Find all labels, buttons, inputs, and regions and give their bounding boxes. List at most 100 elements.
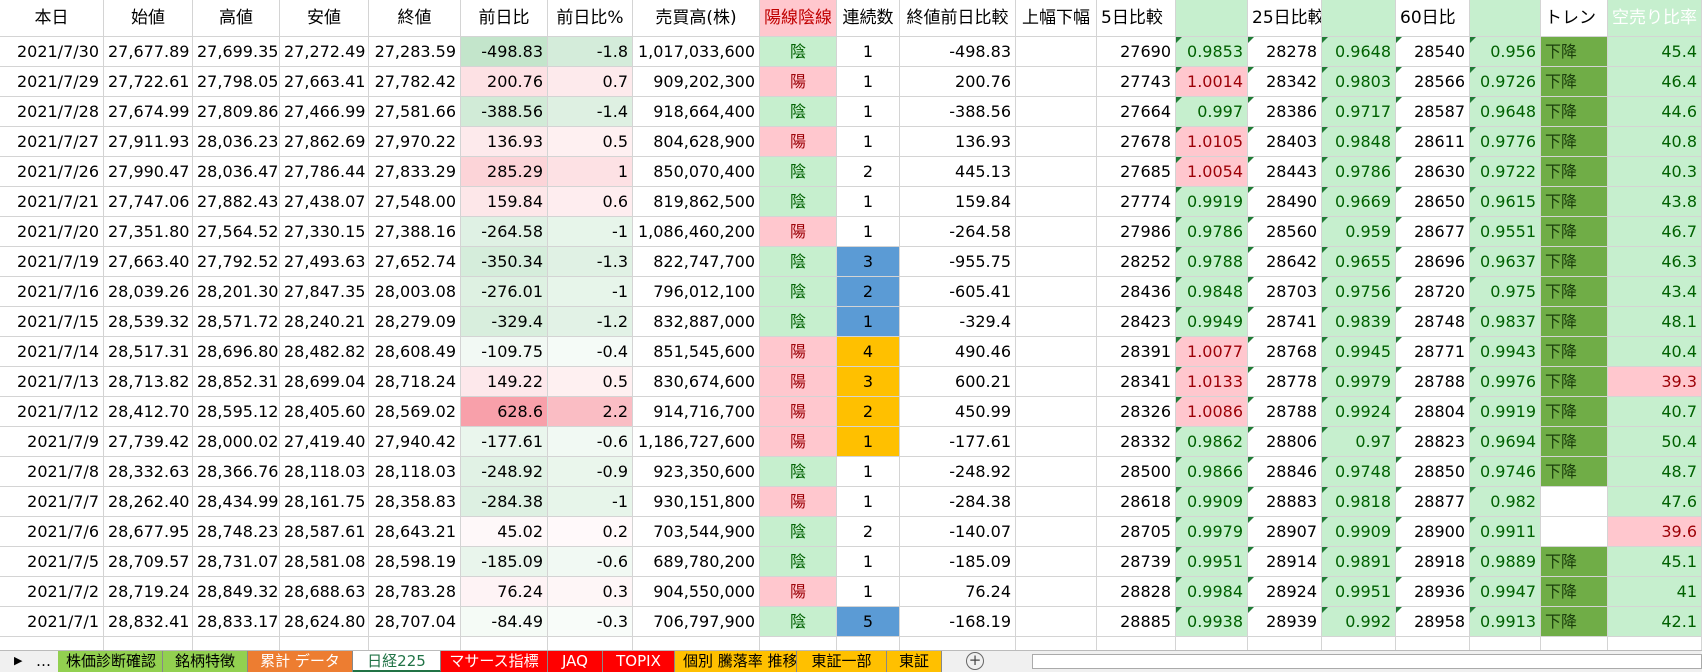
cell[interactable]: 822,747,700 [633, 247, 760, 277]
cell[interactable] [1176, 637, 1248, 650]
cell[interactable]: 136.93 [461, 127, 548, 157]
cell[interactable]: 2021/7/21 [0, 187, 104, 217]
column-header[interactable] [1176, 0, 1248, 37]
cell[interactable] [1608, 637, 1702, 650]
cell[interactable]: 28252 [1097, 247, 1176, 277]
cell[interactable]: 28403 [1248, 127, 1322, 157]
cell[interactable]: 2 [837, 517, 900, 547]
cell[interactable]: 陽 [760, 397, 837, 427]
cell[interactable]: 28,569.02 [369, 397, 461, 427]
cell[interactable] [193, 637, 280, 650]
cell[interactable]: 28,240.21 [280, 307, 369, 337]
cell[interactable]: 1.0054 [1176, 157, 1248, 187]
cell[interactable]: 2021/7/7 [0, 487, 104, 517]
cell[interactable]: 28332 [1097, 427, 1176, 457]
cell[interactable]: 0.9979 [1176, 517, 1248, 547]
cell[interactable]: 918,664,400 [633, 97, 760, 127]
cell[interactable]: 0.9694 [1470, 427, 1541, 457]
cell[interactable]: -140.07 [900, 517, 1016, 547]
cell[interactable]: 44.6 [1608, 97, 1702, 127]
cell[interactable] [104, 637, 193, 650]
cell[interactable]: 28,003.08 [369, 277, 461, 307]
cell[interactable]: 28,571.72 [193, 307, 280, 337]
cell[interactable]: -168.19 [900, 607, 1016, 637]
cell[interactable]: 28,699.04 [280, 367, 369, 397]
cell[interactable]: 下降 [1541, 37, 1608, 67]
cell[interactable]: 下降 [1541, 127, 1608, 157]
cell[interactable]: -185.09 [461, 547, 548, 577]
cell[interactable]: 0.9615 [1470, 187, 1541, 217]
cell[interactable]: 陰 [760, 247, 837, 277]
add-sheet-button[interactable]: + [966, 652, 984, 670]
cell[interactable]: 陽 [760, 337, 837, 367]
cell[interactable]: 28,118.03 [280, 457, 369, 487]
cell[interactable]: 陽 [760, 487, 837, 517]
cell[interactable]: 0.9726 [1470, 67, 1541, 97]
cell[interactable]: 0.9919 [1470, 397, 1541, 427]
cell[interactable]: 28,718.24 [369, 367, 461, 397]
cell[interactable]: -177.61 [900, 427, 1016, 457]
cell[interactable]: -109.75 [461, 337, 548, 367]
cell[interactable]: 下降 [1541, 337, 1608, 367]
cell[interactable] [1541, 487, 1608, 517]
cell[interactable]: 28720 [1396, 277, 1470, 307]
cell[interactable]: 27,330.15 [280, 217, 369, 247]
cell[interactable]: 28,688.63 [280, 577, 369, 607]
cell[interactable]: -955.75 [900, 247, 1016, 277]
cell[interactable]: -498.83 [461, 37, 548, 67]
cell[interactable]: 149.22 [461, 367, 548, 397]
cell[interactable]: 28618 [1097, 487, 1176, 517]
cell[interactable]: 陽 [760, 67, 837, 97]
cell[interactable]: 陰 [760, 307, 837, 337]
cell[interactable]: 2021/7/29 [0, 67, 104, 97]
cell[interactable]: 0.9945 [1322, 337, 1396, 367]
cell[interactable]: 0.2 [548, 517, 633, 547]
cell[interactable]: 2.2 [548, 397, 633, 427]
cell[interactable] [1016, 307, 1097, 337]
cell[interactable]: 下降 [1541, 577, 1608, 607]
cell[interactable]: 0.9848 [1176, 277, 1248, 307]
cell[interactable]: -1.3 [548, 247, 633, 277]
cell[interactable]: 28788 [1396, 367, 1470, 397]
cell[interactable]: 47.6 [1608, 487, 1702, 517]
cell[interactable]: 2021/7/5 [0, 547, 104, 577]
cell[interactable]: 28630 [1396, 157, 1470, 187]
cell[interactable]: 28386 [1248, 97, 1322, 127]
cell[interactable]: 5 [837, 607, 900, 637]
column-header[interactable]: 売買高(株) [633, 0, 760, 37]
cell[interactable]: 28703 [1248, 277, 1322, 307]
cell[interactable]: 40.3 [1608, 157, 1702, 187]
cell[interactable]: 27,722.61 [104, 67, 193, 97]
cell[interactable] [1016, 487, 1097, 517]
cell[interactable]: 0.9862 [1176, 427, 1248, 457]
cell[interactable]: 0.9669 [1322, 187, 1396, 217]
cell[interactable] [1470, 637, 1541, 650]
column-header[interactable]: 終値前日比較 [900, 0, 1016, 37]
column-header[interactable]: 5日比較 [1097, 0, 1176, 37]
cell[interactable]: 0.9648 [1322, 37, 1396, 67]
cell[interactable]: 830,674,600 [633, 367, 760, 397]
cell[interactable]: -284.38 [461, 487, 548, 517]
cell[interactable] [548, 637, 633, 650]
cell[interactable]: -1.8 [548, 37, 633, 67]
cell[interactable]: -498.83 [900, 37, 1016, 67]
cell[interactable]: 28,643.21 [369, 517, 461, 547]
cell[interactable]: 450.99 [900, 397, 1016, 427]
cell[interactable]: 2021/7/1 [0, 607, 104, 637]
cell[interactable]: 27,283.59 [369, 37, 461, 67]
cell[interactable]: 1 [837, 187, 900, 217]
column-header[interactable]: 上幅下幅 [1016, 0, 1097, 37]
cell[interactable]: 0.9976 [1470, 367, 1541, 397]
cell[interactable]: 1 [837, 547, 900, 577]
sheet-tab[interactable]: 株価診断確認 [58, 651, 163, 672]
cell[interactable]: 陰 [760, 97, 837, 127]
cell[interactable]: 27,782.42 [369, 67, 461, 97]
sheet-tab[interactable]: JAQ [548, 651, 603, 672]
column-header[interactable]: 連続数 [837, 0, 900, 37]
cell[interactable]: 0.9788 [1176, 247, 1248, 277]
cell[interactable]: 28,358.83 [369, 487, 461, 517]
column-header[interactable]: 高値 [193, 0, 280, 37]
cell[interactable]: 27,970.22 [369, 127, 461, 157]
cell[interactable]: 27,466.99 [280, 97, 369, 127]
cell[interactable]: 1 [837, 487, 900, 517]
